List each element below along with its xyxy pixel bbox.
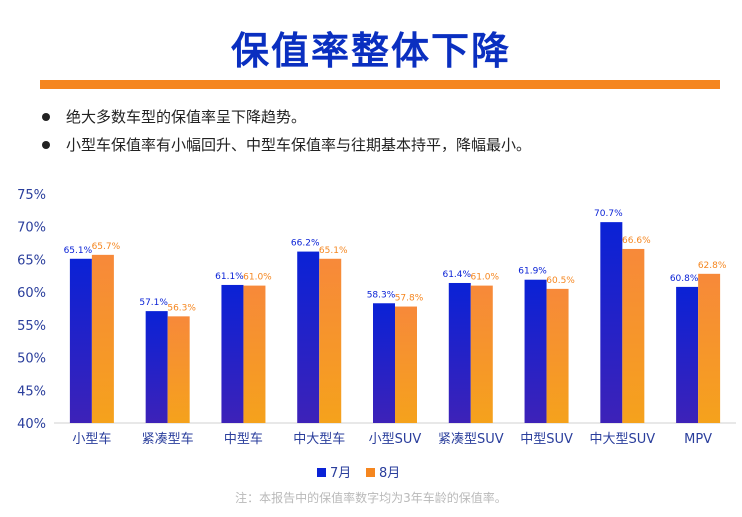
x-tick-label: 中型SUV [520,432,573,447]
bullet-text: 绝大多数车型的保值率呈下降趋势。 [66,108,307,126]
x-tick-label: 紧凑型车 [142,431,194,447]
legend-swatch [366,468,375,477]
bar-aug [470,285,493,423]
y-tick-label: 65% [17,253,46,268]
bar-july [448,282,471,423]
bar-aug [395,306,417,423]
bar-aug [91,254,114,423]
title-underline-bar [40,80,720,89]
data-label: 70.7% [594,209,623,219]
bar-aug [167,316,190,423]
x-tick-label: 中大型SUV [589,432,655,447]
bar-aug [319,258,342,423]
data-label: 66.6% [622,236,651,246]
data-label: 65.1% [319,246,348,256]
legend-label: 7月 [330,466,351,481]
bar-july [221,284,244,423]
data-label: 60.5% [546,276,575,286]
bar-july [69,258,92,423]
bar-july [676,286,699,423]
legend-label: 8月 [379,466,400,481]
x-tick-label: 紧凑型SUV [438,432,504,447]
x-tick-label: 小型SUV [369,432,422,447]
bar-aug [546,288,569,423]
x-tick-label: 小型车 [72,431,111,447]
y-tick-label: 40% [17,417,46,432]
data-label: 65.1% [64,246,93,256]
bullet-dot [42,141,50,149]
bar-july [524,279,547,423]
legend-swatch [317,468,326,477]
y-tick-label: 45% [17,384,46,399]
y-tick-label: 75% [17,188,46,203]
bullet-text: 小型车保值率有小幅回升、中型车保值率与往期基本持平，降幅最小。 [66,136,532,154]
y-tick-label: 50% [17,352,46,367]
bullet-list: 绝大多数车型的保值率呈下降趋势。 小型车保值率有小幅回升、中型车保值率与往期基本… [40,106,531,162]
bar-aug [622,248,645,423]
bullet-item: 绝大多数车型的保值率呈下降趋势。 [40,106,531,134]
y-tick-label: 60% [17,286,46,301]
y-tick-label: 55% [17,319,46,334]
bar-aug [243,285,266,423]
bar-aug [698,273,721,423]
data-label: 60.8% [670,274,699,284]
bullet-item: 小型车保值率有小幅回升、中型车保值率与往期基本持平，降幅最小。 [40,134,531,162]
x-tick-label: 中型车 [224,431,263,447]
footnote: 注：本报告中的保值率数字均为3年车龄的保值率。 [235,491,507,505]
data-label: 65.7% [92,242,121,252]
data-label: 57.1% [139,298,168,308]
data-label: 62.8% [698,261,727,271]
data-label: 66.2% [291,239,320,249]
data-label: 56.3% [167,303,196,313]
bar-july [297,251,320,423]
data-label: 57.8% [395,294,424,304]
data-label: 61.0% [470,273,499,283]
bullet-dot [42,113,50,121]
bar-july [600,222,623,423]
x-tick-label: MPV [684,432,712,447]
data-label: 61.1% [215,272,244,282]
bar-july [145,311,168,423]
bar-july [373,303,395,423]
y-tick-label: 70% [17,221,46,236]
data-label: 61.4% [442,270,471,280]
data-label: 61.0% [243,273,272,283]
slide-title: 保值率整体下降 [230,29,511,73]
data-label: 58.3% [367,290,396,300]
x-tick-label: 中大型车 [293,431,345,447]
data-label: 61.9% [518,267,547,277]
